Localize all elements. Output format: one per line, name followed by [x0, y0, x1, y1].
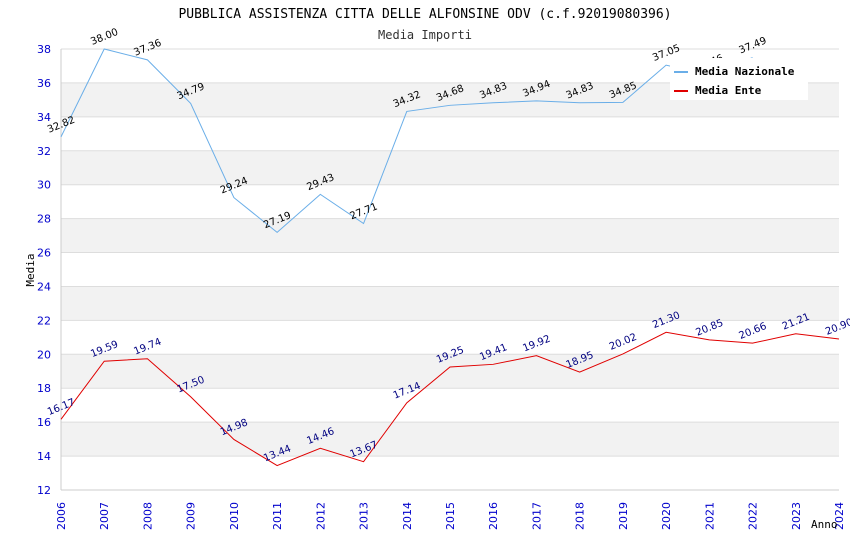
y-tick-label: 38 — [37, 43, 51, 56]
background-band — [61, 422, 839, 457]
x-tick-label: 2010 — [228, 502, 241, 530]
x-tick-label: 2012 — [314, 502, 327, 530]
y-tick-label: 26 — [37, 247, 51, 260]
legend-label-nazionale: Media Nazionale — [695, 65, 795, 78]
y-tick-label: 34 — [37, 111, 51, 124]
y-tick-label: 12 — [37, 484, 51, 497]
chart-subtitle: Media Importi — [378, 28, 472, 42]
x-tick-label: 2019 — [617, 502, 630, 530]
y-tick-label: 20 — [37, 348, 51, 361]
background-bands — [61, 49, 839, 490]
series-line-ente — [60, 331, 840, 467]
y-tick-label: 30 — [37, 179, 51, 192]
background-band — [61, 150, 839, 185]
y-tick-label: 36 — [37, 77, 51, 90]
background-band — [61, 184, 839, 219]
series-lines — [60, 48, 840, 467]
x-tick-label: 2022 — [747, 502, 760, 530]
background-band — [61, 252, 839, 287]
x-tick-label: 2011 — [271, 502, 284, 530]
x-tick-label: 2008 — [141, 502, 154, 530]
y-tick-label: 28 — [37, 213, 51, 226]
x-tick-label: 2006 — [55, 502, 68, 530]
x-axis-label: Anno — [811, 518, 838, 531]
y-tick-label: 24 — [37, 280, 51, 293]
background-band — [61, 116, 839, 151]
y-axis-ticks: 12 14 16 18 20 22 24 26 28 30 32 34 36 38 — [37, 43, 51, 497]
background-band — [61, 218, 839, 253]
x-tick-label: 2007 — [98, 502, 111, 530]
background-band — [61, 286, 839, 321]
x-tick-label: 2023 — [790, 502, 803, 530]
y-tick-label: 22 — [37, 314, 51, 327]
gridlines — [60, 48, 839, 491]
background-band — [61, 388, 839, 423]
x-tick-label: 2009 — [185, 502, 198, 530]
x-tick-label: 2024 — [833, 502, 846, 530]
chart-title: PUBBLICA ASSISTENZA CITTA DELLE ALFONSIN… — [178, 7, 671, 22]
legend-box — [670, 58, 808, 100]
y-axis-label: Media — [24, 253, 37, 286]
x-tick-label: 2016 — [487, 502, 500, 530]
x-tick-label: 2021 — [703, 502, 716, 530]
y-tick-label: 16 — [37, 416, 51, 429]
x-tick-label: 2017 — [530, 502, 543, 530]
background-band — [61, 320, 839, 355]
y-tick-label: 18 — [37, 382, 51, 395]
x-tick-label: 2014 — [401, 502, 414, 530]
x-tick-label: 2018 — [574, 502, 587, 530]
legend-label-ente: Media Ente — [695, 84, 762, 97]
legend: Media Nazionale Media Ente — [670, 58, 808, 100]
data-label: 38.00 — [89, 27, 120, 48]
y-tick-label: 32 — [37, 145, 51, 158]
series-line-nazionale — [60, 48, 753, 234]
y-tick-label: 14 — [37, 450, 51, 463]
x-tick-label: 2015 — [444, 502, 457, 530]
background-band — [61, 456, 839, 490]
x-tick-label: 2020 — [660, 502, 673, 530]
x-axis-ticks: 2006 2007 2008 2009 2010 2011 2012 2013 2014 2015… — [55, 502, 846, 530]
x-tick-label: 2013 — [358, 502, 371, 530]
background-band — [61, 354, 839, 389]
